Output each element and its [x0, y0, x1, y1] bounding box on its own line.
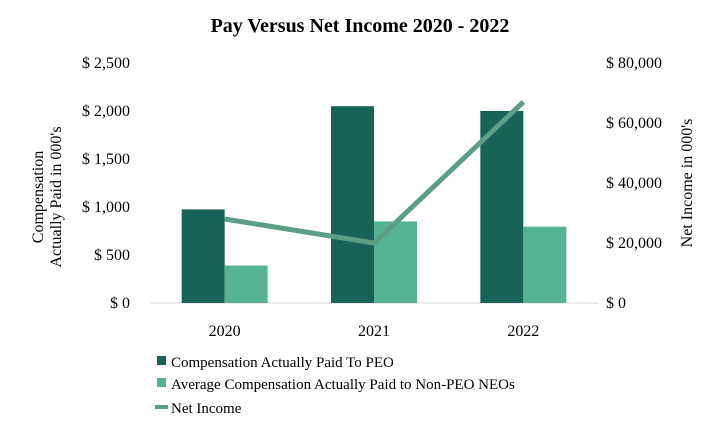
right-tick-label: $ 80,000 — [606, 55, 662, 72]
left-tick-label: $ 1,000 — [82, 199, 130, 216]
legend-swatch — [157, 378, 166, 387]
non-peo-bar — [523, 226, 567, 303]
left-tick-label: $ 500 — [94, 247, 130, 264]
x-tick-label: 2020 — [209, 323, 241, 340]
legend-label: Compensation Actually Paid To PEO — [171, 355, 394, 371]
legend: Compensation Actually Paid To PEO Average… — [155, 355, 515, 417]
x-tick-label: 2022 — [507, 323, 539, 340]
left-axis-label-line-2: Actually Paid in 000's — [48, 126, 65, 267]
left-tick-label: $ 0 — [110, 295, 130, 312]
right-tick-label: $ 60,000 — [606, 115, 662, 132]
right-tick-label: $ 20,000 — [606, 235, 662, 252]
right-tick-label: $ 0 — [606, 295, 626, 312]
left-tick-label: $ 1,500 — [82, 151, 130, 168]
peo-bar — [331, 106, 374, 303]
plot-area: $ 0 $ 500 $ 1,000 $ 1,500 $ 2,000 $ 2,500 $ 0 $… — [82, 55, 662, 340]
legend-label: Average Compensation Actually Paid to No… — [171, 377, 515, 393]
peo-bar — [480, 111, 524, 303]
peo-bar — [181, 209, 225, 303]
chart-title: Pay Versus Net Income 2020 - 2022 — [211, 15, 510, 37]
non-peo-bar — [224, 265, 268, 303]
net-income-line — [224, 100, 526, 246]
x-tick-label: 2021 — [358, 323, 390, 340]
left-axis-label-line-1: Compensation — [30, 151, 47, 243]
left-tick-label: $ 2,000 — [82, 103, 130, 120]
legend-label: Net Income — [171, 401, 242, 417]
left-tick-label: $ 2,500 — [82, 55, 130, 72]
legend-swatch — [157, 356, 166, 365]
right-axis-label: Net Income in 000's — [679, 119, 696, 248]
right-tick-label: $ 40,000 — [606, 175, 662, 192]
